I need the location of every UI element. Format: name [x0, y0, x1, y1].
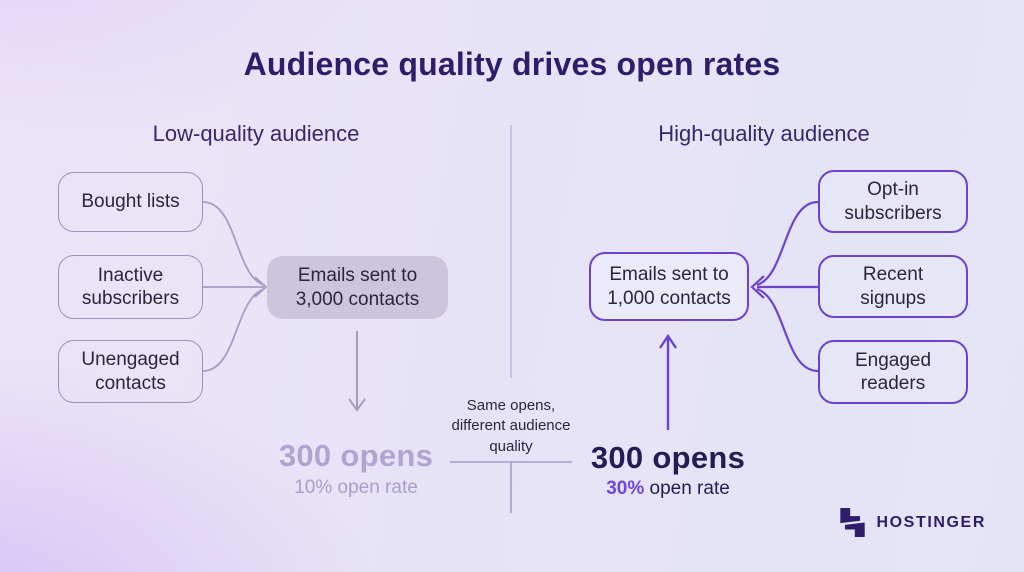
box-label: Recent signups: [860, 264, 926, 309]
page-title: Audience quality drives open rates: [243, 46, 781, 82]
right-hub-box-emails-sent: Emails sent to 1,000 contacts: [589, 252, 749, 321]
arrowhead-down-icon: [348, 398, 366, 412]
arrowhead-up-icon: [659, 333, 677, 349]
right-result-rate: 30% open rate: [558, 478, 778, 500]
right-result-opens: 300 opens: [590, 440, 746, 475]
arrowhead-left-icon: [750, 275, 765, 299]
left-source-box-unengaged-contacts: Unengaged contacts: [58, 340, 203, 403]
hostinger-wordmark: HOSTINGER: [876, 513, 986, 531]
right-connector-lines: [750, 200, 819, 373]
arrowhead-right-icon: [254, 276, 268, 298]
box-label: Engaged readers: [854, 349, 932, 394]
center-note-connector: [450, 461, 572, 513]
right-source-box-opt-in-subscribers: Opt-in subscribers: [818, 170, 968, 233]
left-connector-lines: [202, 201, 268, 372]
left-result-rate: 10% open rate: [294, 477, 418, 498]
box-label: Emails sent to 1,000 contacts: [607, 264, 731, 309]
left-source-box-bought-lists: Bought lists: [58, 172, 203, 232]
box-label: Inactive subscribers: [81, 264, 180, 309]
left-hub-box-emails-sent: Emails sent to 3,000 contacts: [267, 256, 448, 319]
right-source-box-engaged-readers: Engaged readers: [818, 340, 968, 404]
open-rate-label: open rate: [644, 478, 730, 499]
hostinger-logo: HOSTINGER: [838, 508, 986, 537]
right-column-heading: High-quality audience: [658, 121, 870, 146]
left-column-heading: Low-quality audience: [152, 121, 360, 146]
right-up-arrow: [659, 333, 677, 430]
right-source-box-recent-signups: Recent signups: [818, 255, 968, 318]
center-divider-line: [510, 125, 512, 378]
box-label: Unengaged contacts: [81, 349, 180, 394]
center-note: Same opens, different audience quality: [451, 397, 571, 455]
left-result-opens: 300 opens: [278, 438, 434, 473]
box-label: Emails sent to 3,000 contacts: [295, 265, 420, 310]
left-source-box-inactive-subscribers: Inactive subscribers: [58, 255, 203, 319]
left-down-arrow: [348, 331, 366, 412]
hostinger-h-icon: [840, 508, 866, 537]
box-label: Bought lists: [81, 191, 180, 213]
box-label: Opt-in subscribers: [844, 179, 942, 224]
open-rate-percent: 30%: [606, 478, 645, 499]
